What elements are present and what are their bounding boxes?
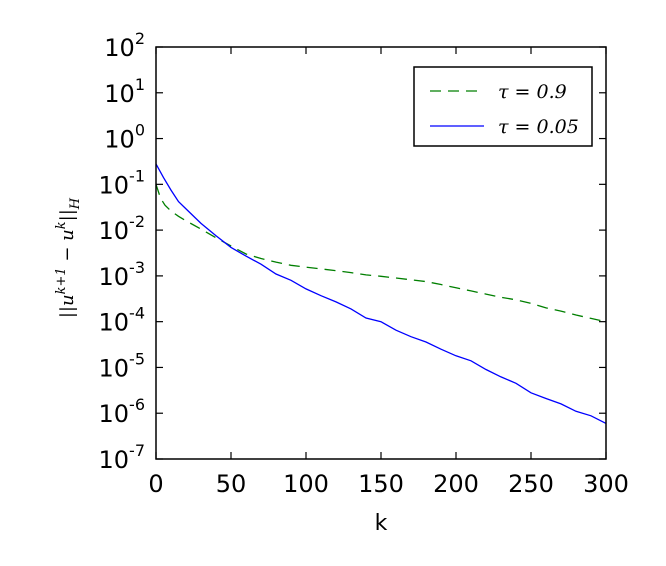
y-tick-label: 100 [104, 121, 145, 154]
y-axis-label-sup: k+1 [54, 267, 69, 294]
legend: τ = 0.9 τ = 0.05 [413, 66, 593, 147]
y-tick-label: 102 [104, 29, 145, 62]
x-tick-label: 200 [433, 470, 479, 498]
legend-label-1: τ = 0.05 [498, 116, 579, 138]
legend-box [413, 66, 593, 147]
y-tick-label: 10-3 [99, 258, 146, 291]
y-axis-label-minus: − [57, 241, 78, 268]
x-axis-label: k [375, 511, 388, 536]
x-tick-label: 300 [583, 470, 629, 498]
y-tick-label: 10-4 [99, 304, 146, 337]
y-axis-label-norm-close: || [57, 209, 78, 221]
x-tick-label: 100 [283, 470, 329, 498]
y-axis-label-text: ||uk+1 − uk||H [54, 197, 83, 318]
series-layer [155, 163, 607, 424]
y-axis-label-sup2: k [54, 221, 69, 229]
x-tick-label: 150 [358, 470, 404, 498]
series-line-1 [155, 163, 607, 424]
y-tick-label: 10-7 [99, 441, 146, 474]
y-axis-label-sub: H [68, 197, 83, 210]
y-axis-label-base2: u [57, 229, 78, 241]
y-tick-label: 10-6 [99, 395, 146, 428]
y-axis-label-base: u [57, 294, 78, 306]
y-tick-label: 10-1 [99, 166, 146, 199]
x-tick-label: 50 [216, 470, 247, 498]
plot-frame [155, 46, 607, 460]
ticks-layer: 0 50 100 150 200 250 300 102 101 100 10-1 10-2 10-3 1… [99, 29, 629, 498]
y-axis-label-norm-open: || [57, 306, 78, 318]
y-tick-label: 10-5 [99, 349, 146, 382]
y-tick-label: 10-2 [99, 212, 146, 245]
series-line-0 [155, 184, 607, 323]
y-tick-label: 101 [104, 75, 145, 108]
x-tick-label: 250 [508, 470, 554, 498]
legend-label-0: τ = 0.9 [498, 81, 567, 103]
x-tick-label: 0 [148, 470, 163, 498]
y-axis-label: ||uk+1 − uk||H [54, 197, 83, 318]
